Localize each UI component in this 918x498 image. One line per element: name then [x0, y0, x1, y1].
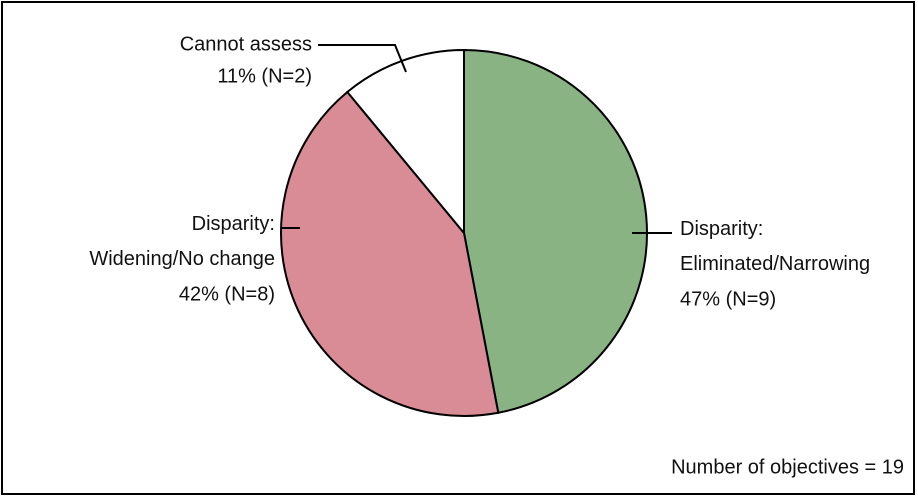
- pie-slice: [463, 48, 648, 414]
- pie-slice: [280, 90, 500, 417]
- value-label: 42% (N=8): [179, 283, 275, 305]
- slice-label: Disparity: Eliminated/Narrowing: [680, 218, 870, 275]
- value-label: 47% (N=9): [680, 288, 776, 310]
- slice-label: Disparity: Widening/No change: [89, 213, 275, 270]
- annotation: Number of objectives = 19: [671, 456, 904, 478]
- leader-line: [318, 44, 407, 73]
- value-label: 11% (N=2): [217, 65, 312, 87]
- slice-label: Cannot assess: [180, 33, 312, 55]
